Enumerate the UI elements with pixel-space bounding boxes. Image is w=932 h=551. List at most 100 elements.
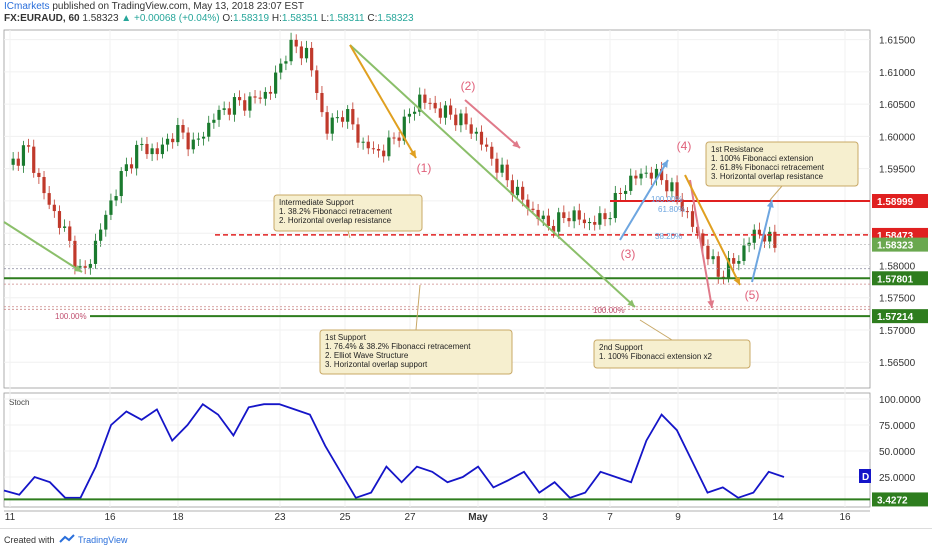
annotation-text: 3. Horizontal overlap support: [325, 360, 428, 369]
fib-level-label: 100.00%: [651, 195, 683, 204]
time-tick-label: 11: [5, 512, 16, 523]
candle-body: [433, 102, 437, 109]
time-tick-label: 14: [772, 512, 784, 523]
candle-body: [145, 143, 149, 155]
candle-body: [253, 96, 257, 98]
wave-label: (2): [461, 79, 476, 93]
candle-body: [418, 94, 422, 112]
time-tick-label: 9: [675, 512, 681, 523]
candle-body: [63, 226, 67, 228]
candle-body: [644, 172, 648, 174]
annotation-text: 2. Horizontal overlap resistance: [279, 216, 392, 225]
candle-body: [304, 47, 309, 59]
candle-body: [464, 113, 468, 125]
candle-body: [438, 108, 442, 118]
candle-body: [294, 39, 298, 47]
annotation-box: [593, 339, 751, 369]
annotation-text: 1. 100% Fibonacci extension: [711, 154, 813, 163]
candle-body: [454, 114, 458, 126]
annotation-text: 1st Resistance: [711, 145, 764, 154]
publisher-name[interactable]: ICmarkets: [4, 1, 50, 12]
stoch-marker-box: [859, 469, 871, 483]
close-value: 1.58323: [377, 13, 414, 24]
last-price: 1.58323: [82, 13, 119, 24]
tradingview-brand[interactable]: TradingView: [78, 535, 128, 545]
trend-arrowhead: [409, 150, 416, 158]
candle-body: [104, 214, 108, 230]
annotation-box: [705, 141, 859, 187]
candle-body: [624, 190, 628, 194]
wave-label: (4): [677, 139, 692, 153]
stoch-tick-label: 100.0000: [879, 395, 921, 406]
low-label: L:: [320, 13, 330, 24]
annotation-text: 1. 100% Fibonacci extension x2: [599, 352, 713, 361]
fib-level-label: 100.00%: [55, 312, 87, 321]
trend-arrowhead: [74, 265, 82, 272]
open-value: 1.58319: [232, 13, 270, 24]
candle-body: [207, 122, 211, 137]
candle-body: [176, 125, 180, 143]
candle-body: [258, 97, 262, 99]
time-tick-label: 18: [172, 512, 184, 523]
candle-body: [479, 131, 484, 145]
candle-body: [351, 109, 355, 125]
wave-label: (1): [417, 161, 432, 175]
candle-body: [361, 141, 365, 143]
level-price-box: [872, 271, 928, 286]
stoch-tick-label: 25.0000: [879, 473, 916, 484]
candle-body: [469, 124, 473, 134]
candle-body: [531, 208, 535, 210]
time-tick-label: May: [468, 512, 488, 523]
candle-body: [371, 148, 376, 150]
time-tick-label: 3: [542, 512, 548, 523]
annotation-text: 1st Support: [325, 333, 367, 342]
trend-arrowhead: [627, 299, 635, 307]
candle-body: [222, 108, 226, 110]
candle-body: [263, 91, 267, 99]
annotation-box: [319, 329, 513, 375]
candle-body: [603, 213, 607, 220]
candle-body: [515, 186, 520, 196]
fib-level-label: 38.20%: [655, 232, 682, 241]
candle-body: [160, 144, 164, 155]
trend-arrowhead: [707, 300, 715, 308]
chart-header: ICmarkets published on TradingView.com, …: [0, 0, 932, 26]
candle-body: [500, 164, 504, 173]
candle-body: [541, 215, 545, 220]
stoch-marker-label: D: [862, 472, 869, 483]
candle-body: [567, 218, 571, 222]
candle-body: [274, 72, 278, 94]
high-label: H:: [271, 13, 282, 24]
candle-body: [428, 102, 432, 104]
high-value: 1.58351: [281, 13, 319, 24]
price-tick-label: 1.57500: [879, 294, 916, 305]
candle-body: [598, 213, 602, 225]
candle-body: [711, 256, 715, 260]
chart-canvas[interactable]: 1.615001.610001.605001.600001.595001.590…: [0, 0, 932, 528]
candle-body: [68, 226, 72, 241]
created-with-text: Created with: [4, 535, 55, 545]
candle-body: [629, 175, 633, 191]
time-tick-label: 16: [839, 512, 851, 523]
candle-body: [57, 211, 62, 228]
time-tick-label: 7: [607, 512, 613, 523]
annotation-text: 1. 38.2% Fibonacci retracement: [279, 207, 393, 216]
candle-body: [135, 144, 139, 169]
stoch-level-label: 3.4272: [877, 495, 908, 506]
annotation-text: 2. 61.8% Fibonacci retracement: [711, 163, 825, 172]
candle-body: [268, 91, 273, 94]
candle-body: [279, 63, 283, 73]
level-price-box: [872, 194, 928, 209]
stoch-line: [3, 402, 785, 499]
trend-arrowhead: [733, 277, 740, 285]
candle-body: [340, 117, 345, 122]
price-tick-label: 1.57000: [879, 326, 916, 337]
candle-body: [93, 240, 98, 264]
candle-body: [706, 245, 710, 260]
candle-body: [634, 175, 638, 179]
trend-arrowhead: [512, 140, 520, 148]
candle-body: [289, 39, 293, 62]
candle-body: [42, 176, 46, 194]
candle-body: [346, 109, 350, 122]
trend-arrow: [349, 44, 636, 308]
